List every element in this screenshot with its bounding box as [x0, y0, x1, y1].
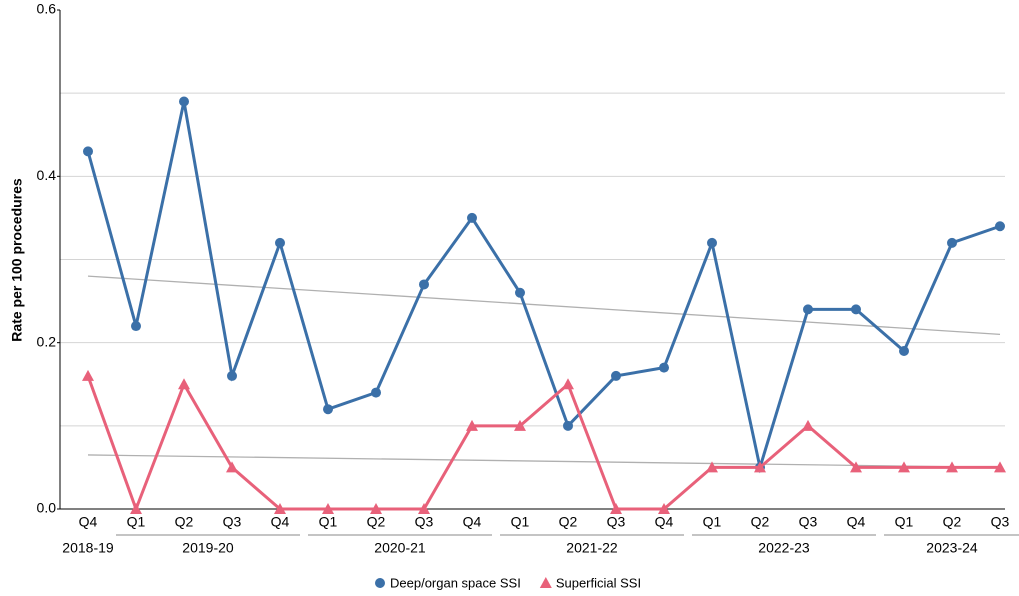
marker	[563, 420, 573, 431]
x-tick-label: Q3	[607, 514, 626, 530]
x-group-label: 2023-24	[926, 540, 978, 556]
trend-line	[87, 275, 1001, 335]
x-group-label: 2021-22	[566, 540, 618, 556]
x-tick-label: Q3	[415, 514, 434, 530]
legend: Deep/organ space SSI Superficial SSI	[375, 575, 641, 590]
marker	[131, 321, 141, 332]
marker	[514, 419, 526, 431]
x-tick-label: Q1	[703, 514, 722, 530]
x-tick-label: Q4	[847, 514, 866, 530]
x-tick-label: Q4	[463, 514, 482, 530]
x-tick-label: Q1	[511, 514, 530, 530]
x-tick-label: Q1	[127, 514, 146, 530]
marker	[83, 146, 93, 157]
marker	[227, 370, 237, 381]
marker	[803, 304, 813, 315]
y-tick-label: 0.2	[37, 333, 57, 349]
trend-line	[87, 454, 1001, 469]
x-tick-label: Q3	[223, 514, 242, 530]
x-tick-label: Q4	[79, 514, 98, 530]
marker	[178, 378, 190, 390]
marker	[467, 212, 477, 223]
x-tick-label: Q2	[751, 514, 770, 530]
x-tick-label: Q4	[271, 514, 290, 530]
marker	[707, 237, 717, 248]
x-tick-label: Q2	[559, 514, 578, 530]
y-axis-label: Rate per 100 procedures	[9, 178, 25, 342]
marker	[850, 461, 862, 473]
marker	[659, 362, 669, 373]
marker	[419, 279, 429, 290]
marker	[658, 503, 670, 514]
marker	[899, 345, 909, 356]
marker	[898, 461, 910, 473]
y-tick-label: 0.4	[37, 167, 57, 183]
x-group-label: 2019-20	[182, 540, 234, 556]
marker	[706, 461, 718, 473]
marker	[610, 503, 622, 514]
marker	[562, 378, 574, 390]
marker	[539, 577, 552, 588]
x-tick-label: Q3	[799, 514, 818, 530]
marker	[466, 419, 478, 431]
marker	[179, 96, 189, 107]
x-tick-label: Q2	[175, 514, 194, 530]
marker	[515, 287, 525, 298]
x-tick-label: Q4	[655, 514, 674, 530]
marker	[370, 503, 382, 514]
marker	[275, 237, 285, 248]
marker	[375, 578, 385, 588]
series-line	[86, 375, 1000, 514]
marker	[274, 503, 286, 514]
marker	[130, 503, 142, 514]
x-tick-label: Q1	[319, 514, 338, 530]
legend-label: Deep/organ space SSI	[390, 575, 521, 590]
marker	[418, 503, 430, 514]
marker	[226, 461, 238, 473]
series-line	[86, 101, 1001, 474]
marker	[851, 304, 861, 315]
x-group-label: 2022-23	[758, 540, 810, 556]
marker	[802, 419, 814, 431]
x-group-label: 2018-19	[62, 540, 114, 556]
x-tick-label: Q2	[367, 514, 386, 530]
marker	[322, 503, 334, 514]
marker	[323, 404, 333, 415]
marker	[995, 221, 1005, 232]
marker	[946, 461, 958, 473]
x-tick-label: Q1	[895, 514, 914, 530]
legend-label: Superficial SSI	[556, 575, 641, 590]
x-group-label: 2020-21	[374, 540, 426, 556]
y-tick-label: 0.6	[37, 1, 57, 17]
x-tick-label: Q3	[991, 514, 1010, 530]
marker	[82, 369, 94, 381]
marker	[754, 461, 766, 473]
marker	[371, 387, 381, 398]
marker	[994, 461, 1006, 473]
x-tick-label: Q2	[943, 514, 962, 530]
y-tick-label: 0.0	[37, 500, 57, 516]
marker	[611, 370, 621, 381]
marker	[947, 237, 957, 248]
